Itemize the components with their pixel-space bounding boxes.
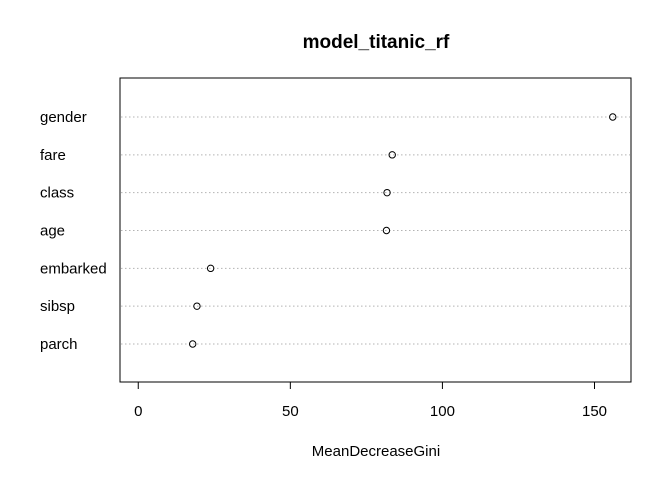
data-point-gender [609,113,617,121]
category-label-parch: parch [40,336,78,353]
category-label-fare: fare [40,147,66,164]
x-axis-label: MeanDecreaseGini [312,443,440,460]
x-tick-label-150: 150 [582,403,607,420]
category-labels: gender fare class age embarked sibsp parch [40,109,107,353]
category-label-embarked: embarked [40,260,107,277]
data-point-parch [188,340,197,348]
category-label-age: age [40,223,65,240]
data-point-age [382,226,391,235]
data-point-fare [388,151,396,159]
data-points [188,113,617,348]
category-label-gender: gender [40,109,87,126]
x-tick-label-0: 0 [134,403,142,420]
guide-lines [121,116,630,345]
x-tick-label-100: 100 [430,403,455,420]
data-point-embarked [206,264,215,273]
data-point-class [383,188,391,197]
x-tick-label-50: 50 [282,403,299,420]
x-axis: 0 50 100 150 [134,381,607,420]
category-label-class: class [40,185,74,202]
chart-title: model_titanic_rf [303,32,450,53]
category-label-sibsp: sibsp [40,298,75,315]
data-point-sibsp [193,302,201,310]
